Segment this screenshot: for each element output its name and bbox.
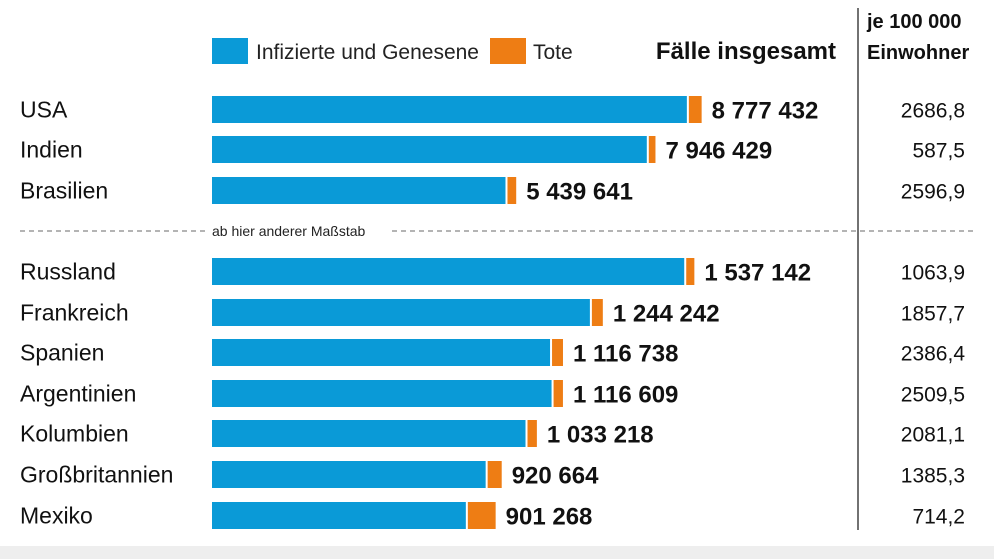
row-frankreich-bar-infected (212, 299, 590, 326)
row-großbritannien-total-label: 920 664 (512, 463, 599, 490)
row-kolumbien-bar-infected (212, 420, 526, 447)
row-argentinien-total-label: 1 116 609 (573, 382, 678, 409)
row-brasilien-total-label: 5 439 641 (526, 179, 633, 206)
row-indien-total-label: 7 946 429 (665, 138, 772, 165)
row-mexiko-per-100k: 714,2 (912, 506, 965, 529)
legend-label-infected: Infizierte und Genesene (256, 41, 479, 64)
row-argentinien-per-100k: 2509,5 (901, 384, 965, 407)
row-russland-country: Russland (20, 259, 116, 285)
header-per-capita-line2: Einwohner (867, 42, 969, 64)
row-kolumbien-per-100k: 2081,1 (901, 424, 965, 447)
row-indien-country: Indien (20, 137, 83, 163)
row-spanien-bar-deaths (552, 339, 563, 366)
header-total: Fälle insgesamt (656, 38, 836, 65)
row-spanien-per-100k: 2386,4 (901, 343, 966, 366)
row-usa-bar-infected (212, 96, 687, 123)
row-spanien-country: Spanien (20, 340, 104, 366)
row-argentinien-bar-deaths (553, 380, 563, 407)
legend-swatch-infected (212, 38, 248, 64)
row-indien-bar-infected (212, 136, 647, 163)
row-brasilien-per-100k: 2596,9 (901, 181, 965, 204)
scale-break-note: ab hier anderer Maßstab (212, 223, 366, 239)
row-großbritannien-bar-infected (212, 461, 486, 488)
row-russland-bar-deaths (686, 258, 695, 285)
row-russland-total-label: 1 537 142 (704, 260, 811, 287)
row-usa-bar-deaths (688, 96, 702, 123)
row-spanien-bar-infected (212, 339, 551, 366)
row-spanien-total-label: 1 116 738 (573, 341, 678, 368)
row-usa-total-label: 8 777 432 (712, 98, 819, 125)
row-kolumbien-bar-deaths (527, 420, 537, 447)
row-frankreich-bar-deaths (591, 299, 603, 326)
row-russland-bar-infected (212, 258, 685, 285)
bar-rows: USA 8 777 432 2686,8 Indien 7 946 429 587,5 Br… (20, 96, 965, 531)
header-per-capita-line1: je 100 000 (866, 11, 962, 33)
row-brasilien-country: Brasilien (20, 178, 108, 204)
legend: Infizierte und Genesene Tote (212, 38, 573, 64)
row-argentinien-bar-infected (212, 380, 552, 407)
row-mexiko-country: Mexiko (20, 503, 93, 529)
row-usa-country: USA (20, 97, 68, 123)
row-kolumbien-country: Kolumbien (20, 421, 129, 447)
row-großbritannien-country: Großbritannien (20, 462, 173, 488)
bottom-strip (0, 546, 994, 559)
row-frankreich-country: Frankreich (20, 300, 129, 326)
row-mexiko-total-label: 901 268 (506, 504, 593, 531)
row-frankreich-total-label: 1 244 242 (613, 301, 720, 328)
row-kolumbien-total-label: 1 033 218 (547, 422, 654, 449)
row-frankreich-per-100k: 1857,7 (901, 303, 965, 326)
row-großbritannien-bar-deaths (487, 461, 502, 488)
row-brasilien-bar-deaths (507, 177, 517, 204)
row-indien-per-100k: 587,5 (912, 140, 965, 163)
row-mexiko-bar-infected (212, 502, 466, 529)
legend-swatch-deaths (490, 38, 526, 64)
row-mexiko-bar-deaths (467, 502, 496, 529)
row-argentinien-country: Argentinien (20, 381, 136, 407)
row-großbritannien-per-100k: 1385,3 (901, 465, 965, 488)
row-russland-per-100k: 1063,9 (901, 262, 965, 285)
row-brasilien-bar-infected (212, 177, 506, 204)
row-usa-per-100k: 2686,8 (901, 100, 965, 123)
legend-label-deaths: Tote (533, 41, 573, 64)
row-indien-bar-deaths (648, 136, 656, 163)
